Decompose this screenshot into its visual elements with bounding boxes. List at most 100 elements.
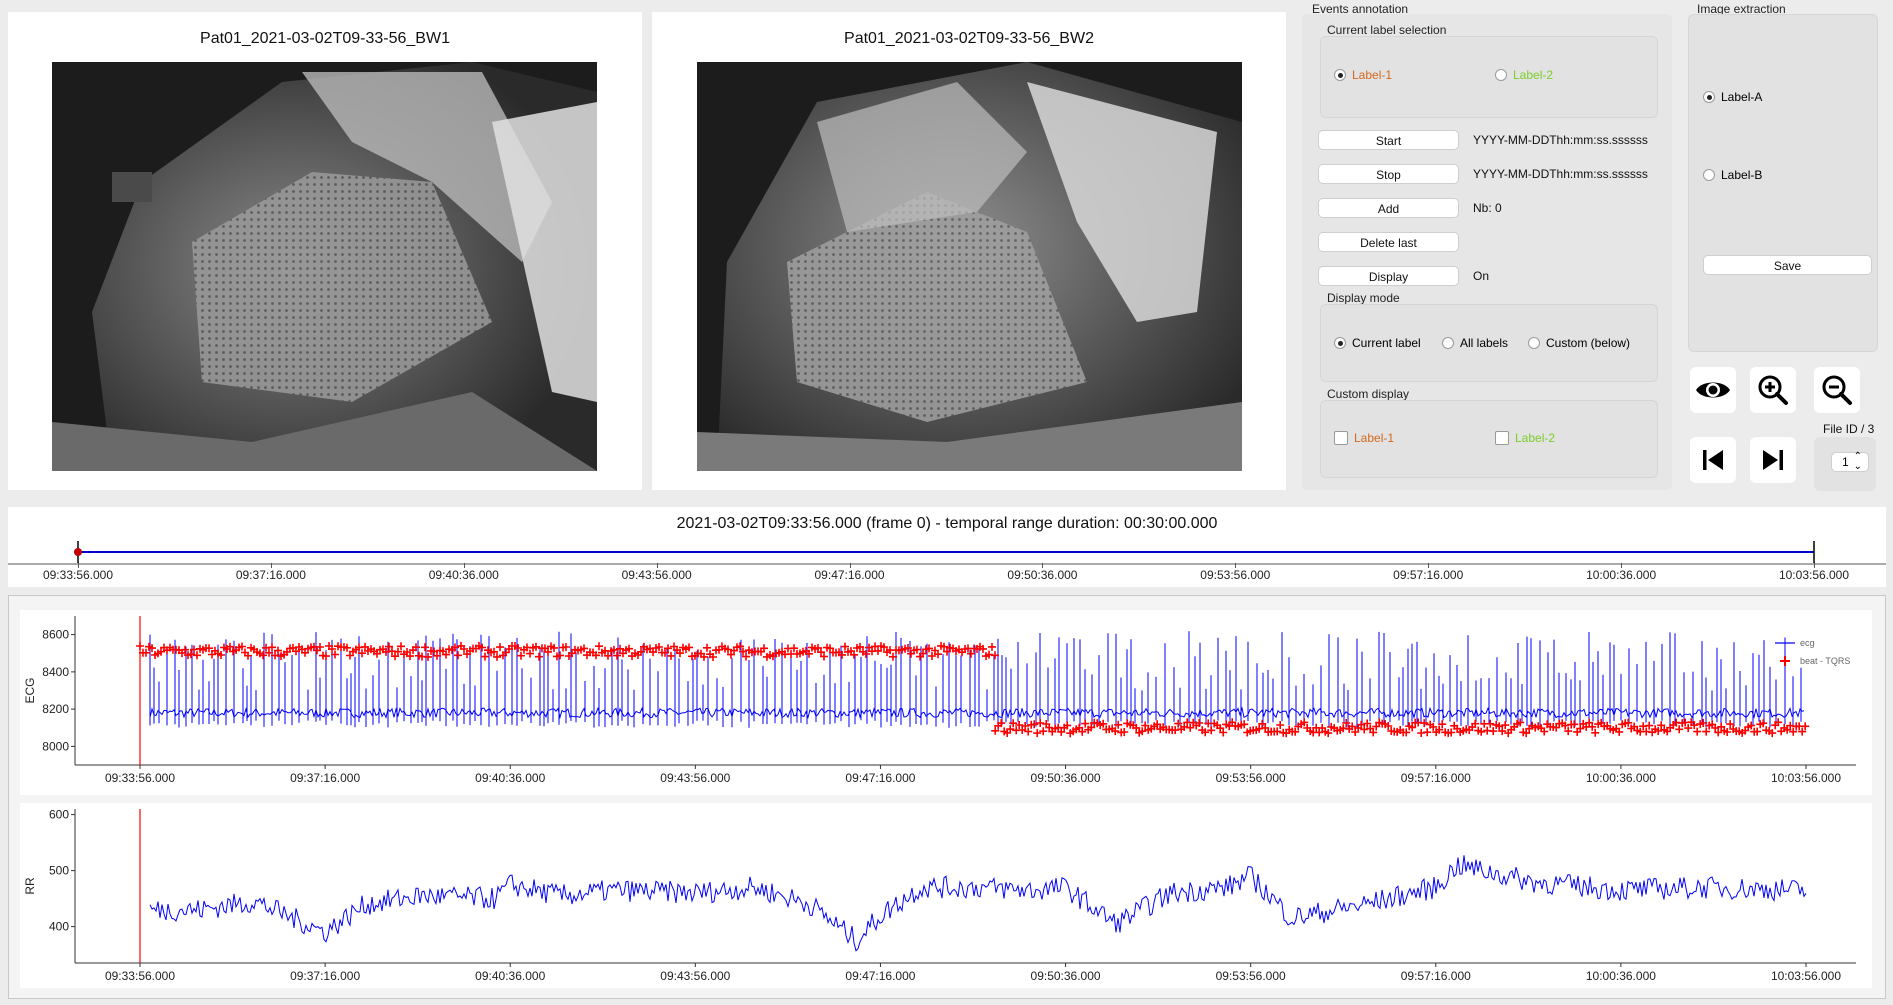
display-value: On bbox=[1473, 269, 1490, 283]
display-mode-title: Display mode bbox=[1327, 291, 1400, 305]
rr-series-line bbox=[149, 855, 1807, 952]
legend-ecg-label: ecg bbox=[1800, 638, 1815, 648]
timeline-tick bbox=[1621, 563, 1623, 568]
timeline-tick-label: 09:47:16.000 bbox=[814, 568, 885, 582]
image-extraction-title: Image extraction bbox=[1697, 2, 1786, 16]
checkbox-label: Label-2 bbox=[1515, 431, 1556, 445]
eye-button[interactable] bbox=[1690, 367, 1736, 413]
radio-dot[interactable] bbox=[1334, 337, 1346, 349]
timeline-cursor-handle[interactable] bbox=[74, 548, 82, 556]
x-tick-label: 09:47:16.000 bbox=[845, 969, 915, 983]
add-count-value: Nb: 0 bbox=[1473, 201, 1502, 215]
x-tick-label: 10:00:36.000 bbox=[1586, 771, 1656, 785]
video-title-2: Pat01_2021-03-02T09-33-56_BW2 bbox=[844, 30, 1094, 47]
radio-dot[interactable] bbox=[1495, 69, 1507, 81]
radio-label-a[interactable]: Label-A bbox=[1703, 90, 1762, 104]
radio-dot[interactable] bbox=[1703, 91, 1715, 103]
start-button[interactable]: Start bbox=[1318, 130, 1459, 150]
rr-plot-area bbox=[20, 803, 1872, 988]
beat-tqrs-markers bbox=[136, 641, 1810, 738]
file-id-label: File ID / 3 bbox=[1823, 422, 1875, 436]
radio-label-1[interactable]: Label-1 bbox=[1334, 68, 1392, 82]
radio-dot[interactable] bbox=[1528, 337, 1540, 349]
x-tick-label: 09:37:16.000 bbox=[290, 969, 360, 983]
radio-label: Label-B bbox=[1721, 168, 1763, 182]
timeline-tick bbox=[78, 563, 79, 568]
video-title-1: Pat01_2021-03-02T09-33-56_BW1 bbox=[200, 30, 450, 47]
radio-label-b[interactable]: Label-B bbox=[1703, 168, 1762, 182]
timeline-slider[interactable] bbox=[8, 535, 1886, 565]
x-tick-label: 09:47:16.000 bbox=[845, 771, 915, 785]
timeline-tick bbox=[463, 563, 465, 568]
save-button[interactable]: Save bbox=[1703, 255, 1872, 275]
ecg-series-line bbox=[149, 706, 1805, 720]
image-extraction-panel bbox=[1688, 14, 1878, 352]
checkbox-label-1[interactable]: Label-1 bbox=[1334, 431, 1394, 445]
timeline-tick bbox=[1814, 563, 1815, 568]
video-frame-2[interactable] bbox=[697, 62, 1242, 471]
current-label-selection-title: Current label selection bbox=[1327, 23, 1447, 37]
spin-arrows-icon: ⌃ ⌄ bbox=[1853, 451, 1862, 472]
y-axis-label: RR bbox=[23, 877, 37, 895]
skip-to-start-button[interactable] bbox=[1690, 437, 1736, 483]
radio-dot[interactable] bbox=[1703, 169, 1715, 181]
custom-display-group bbox=[1320, 400, 1658, 478]
ecg-spikes bbox=[149, 631, 1802, 728]
x-tick-label: 09:57:16.000 bbox=[1401, 969, 1471, 983]
timeline-tick-label: 09:53:56.000 bbox=[1200, 568, 1271, 582]
x-tick-label: 09:33:56.000 bbox=[105, 969, 175, 983]
x-tick-label: 10:03:56.000 bbox=[1771, 969, 1841, 983]
x-tick-label: 09:53:56.000 bbox=[1216, 969, 1286, 983]
events-annotation-title: Events annotation bbox=[1312, 2, 1409, 16]
radio-dot[interactable] bbox=[1442, 337, 1454, 349]
x-tick-label: 09:50:36.000 bbox=[1031, 969, 1101, 983]
ecg-chart[interactable]: 8000 8200 8400 8600 09:33:56.000 09:37:16.000… bbox=[20, 610, 1872, 795]
timeline-tick-label: 09:50:36.000 bbox=[1007, 568, 1078, 582]
timeline-tick bbox=[1042, 563, 1044, 568]
x-tick-label: 10:00:36.000 bbox=[1586, 969, 1656, 983]
skip-to-end-button[interactable] bbox=[1750, 437, 1796, 483]
timeline-tick bbox=[1235, 563, 1237, 568]
zoom-out-button[interactable] bbox=[1814, 367, 1860, 413]
radio-current-label[interactable]: Current label bbox=[1334, 336, 1421, 350]
timeline-tick-label: 10:00:36.000 bbox=[1586, 568, 1657, 582]
file-id-value: 1 bbox=[1842, 455, 1849, 469]
stop-value: YYYY-MM-DDThh:mm:ss.ssssss bbox=[1473, 167, 1648, 181]
zoom-in-button[interactable] bbox=[1750, 367, 1796, 413]
delete-last-button[interactable]: Delete last bbox=[1318, 232, 1459, 252]
file-id-spinbox[interactable]: 1 ⌃ ⌄ bbox=[1831, 452, 1869, 472]
radio-custom-below[interactable]: Custom (below) bbox=[1528, 336, 1630, 350]
current-label-selection-group bbox=[1320, 36, 1658, 118]
radio-all-labels[interactable]: All labels bbox=[1442, 336, 1508, 350]
rr-chart[interactable]: 400 500 600 09:33:56.000 09:37:16.000 09:40:3… bbox=[20, 803, 1872, 988]
custom-display-title: Custom display bbox=[1327, 387, 1410, 401]
radio-label: Label-2 bbox=[1513, 68, 1554, 82]
y-tick-label: 8600 bbox=[42, 628, 69, 642]
checkbox-box[interactable] bbox=[1495, 431, 1509, 445]
timeline-tick bbox=[849, 563, 851, 568]
checkbox-box[interactable] bbox=[1334, 431, 1348, 445]
checkbox-label: Label-1 bbox=[1354, 431, 1395, 445]
timeline-tick-label: 09:37:16.000 bbox=[235, 568, 306, 582]
radio-label: Custom (below) bbox=[1546, 336, 1631, 350]
x-tick-label: 09:33:56.000 bbox=[105, 771, 175, 785]
display-button[interactable]: Display bbox=[1318, 266, 1459, 286]
radio-label-2[interactable]: Label-2 bbox=[1495, 68, 1553, 82]
video-frame-1[interactable] bbox=[52, 62, 597, 471]
y-tick-label: 400 bbox=[49, 920, 69, 934]
skip-to-start-icon bbox=[1703, 450, 1723, 470]
zoom-in-icon bbox=[1758, 375, 1788, 405]
timeline-tick bbox=[270, 563, 272, 568]
add-button[interactable]: Add bbox=[1318, 198, 1459, 218]
radio-dot[interactable] bbox=[1334, 69, 1346, 81]
y-tick-label: 600 bbox=[49, 808, 69, 822]
timeline-tick-label: 09:33:56.000 bbox=[42, 568, 114, 582]
radio-label: Label-1 bbox=[1352, 68, 1393, 82]
zoom-out-icon bbox=[1822, 375, 1852, 405]
x-tick-label: 09:37:16.000 bbox=[290, 771, 360, 785]
y-tick-label: 8000 bbox=[42, 739, 69, 753]
checkbox-label-2[interactable]: Label-2 bbox=[1495, 431, 1555, 445]
x-tick-label: 09:53:56.000 bbox=[1216, 771, 1286, 785]
timeline-tick bbox=[1428, 563, 1430, 568]
stop-button[interactable]: Stop bbox=[1318, 164, 1459, 184]
